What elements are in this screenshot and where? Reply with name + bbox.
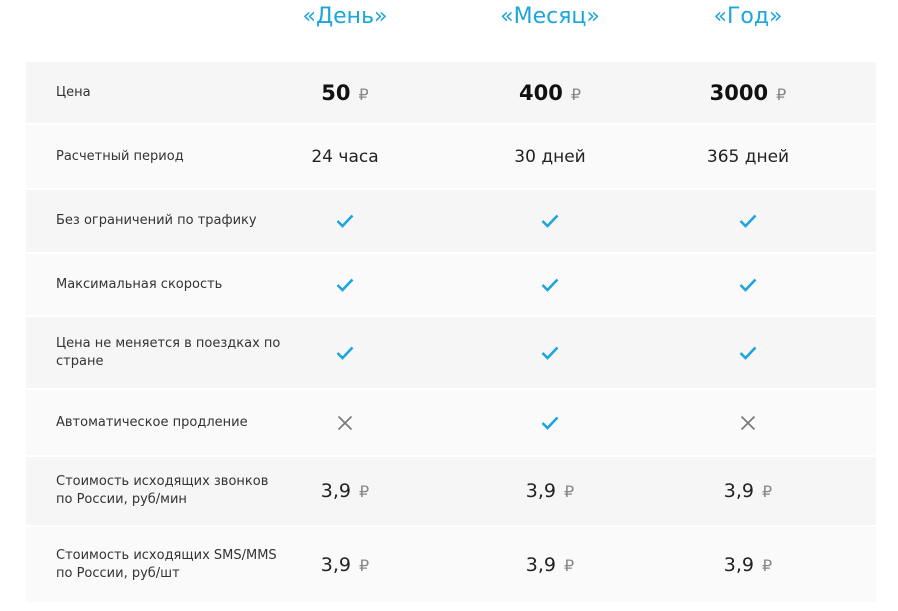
row-label: Без ограничений по трафику — [56, 213, 257, 228]
ruble-sign: ₽ — [359, 555, 370, 575]
row-label: Стоимость исходящих звонков по России, р… — [56, 474, 269, 507]
table-cell — [740, 415, 756, 431]
row-label: Автоматическое продление — [56, 414, 248, 430]
table-cell — [739, 278, 757, 292]
row-label: Цена не меняется в поездках по стране — [56, 335, 281, 369]
table-cell: 3,9 ₽ — [724, 480, 772, 502]
table-cell — [336, 214, 354, 228]
ruble-sign: ₽ — [359, 482, 370, 501]
ruble-sign: ₽ — [776, 84, 787, 104]
table-cell — [541, 214, 559, 228]
check-icon — [739, 346, 757, 360]
cost-value: 3,9 — [320, 480, 352, 502]
check-icon — [541, 346, 559, 360]
table-cell: 50 ₽ — [321, 81, 368, 105]
check-icon — [541, 214, 559, 228]
table-row: Расчетный период 24 часа 30 дней 365 дней — [26, 125, 876, 188]
table-cell: 24 часа — [311, 147, 378, 167]
row-label: Цена — [56, 84, 91, 100]
period-value: 24 часа — [311, 146, 379, 167]
cost-value: 3,9 — [723, 480, 755, 502]
plan-header-year: «Год» — [713, 4, 783, 29]
check-icon — [541, 416, 559, 430]
check-icon — [739, 214, 757, 228]
table-cell — [541, 278, 559, 292]
cost-value: 3,9 — [723, 553, 755, 576]
ruble-sign: ₽ — [762, 482, 773, 501]
plan-header-day: «День» — [302, 4, 388, 29]
period-value: 365 дней — [706, 146, 790, 167]
table-row: Стоимость исходящих звонков по России, р… — [26, 457, 876, 525]
ruble-sign: ₽ — [762, 555, 773, 575]
row-label: Стоимость исходящих SMS/MMS по России, р… — [56, 547, 277, 581]
ruble-sign: ₽ — [564, 555, 575, 575]
check-icon — [336, 278, 354, 292]
check-icon — [336, 346, 354, 360]
table-row: Стоимость исходящих SMS/MMS по России, р… — [26, 527, 876, 602]
cross-icon — [740, 415, 756, 431]
table-cell — [739, 346, 757, 360]
table-cell: 365 дней — [707, 147, 789, 167]
table-cell: 400 ₽ — [519, 81, 581, 105]
table-cell: 3,9 ₽ — [724, 554, 772, 576]
check-icon — [541, 278, 559, 292]
cross-icon — [337, 415, 353, 431]
table-cell: 3,9 ₽ — [526, 480, 574, 502]
price-value: 50 — [321, 80, 351, 105]
price-value: 3000 — [709, 80, 769, 105]
cost-value: 3,9 — [525, 553, 557, 576]
table-cell: 30 дней — [514, 147, 585, 167]
table-cell — [541, 416, 559, 430]
table-cell — [541, 346, 559, 360]
plan-header-month: «Месяц» — [500, 4, 600, 29]
row-label: Максимальная скорость — [56, 276, 223, 292]
table-cell: 3,9 ₽ — [321, 480, 369, 502]
table-cell: 3000 ₽ — [710, 81, 787, 105]
ruble-sign: ₽ — [564, 482, 575, 501]
price-value: 400 — [518, 80, 563, 105]
table-row: Без ограничений по трафику — [26, 190, 876, 252]
period-value: 30 дней — [514, 146, 586, 167]
tariff-comparison-table: Цена 50 ₽400 ₽3000 ₽ Расчетный период 24 часа 3… — [26, 62, 876, 604]
table-cell — [336, 346, 354, 360]
table-row: Максимальная скорость — [26, 254, 876, 315]
ruble-sign: ₽ — [358, 84, 369, 104]
table-cell: 3,9 ₽ — [526, 554, 574, 576]
table-row: Автоматическое продление — [26, 390, 876, 455]
row-label: Расчетный период — [56, 148, 184, 164]
cost-value: 3,9 — [320, 553, 352, 576]
table-row: Цена не меняется в поездках по стране — [26, 317, 876, 388]
cost-value: 3,9 — [525, 480, 557, 502]
check-icon — [739, 278, 757, 292]
table-cell — [739, 214, 757, 228]
table-cell — [336, 278, 354, 292]
ruble-sign: ₽ — [570, 84, 582, 104]
table-cell — [337, 415, 353, 431]
table-row: Цена 50 ₽400 ₽3000 ₽ — [26, 62, 876, 123]
table-cell: 3,9 ₽ — [321, 554, 369, 576]
check-icon — [336, 214, 354, 228]
